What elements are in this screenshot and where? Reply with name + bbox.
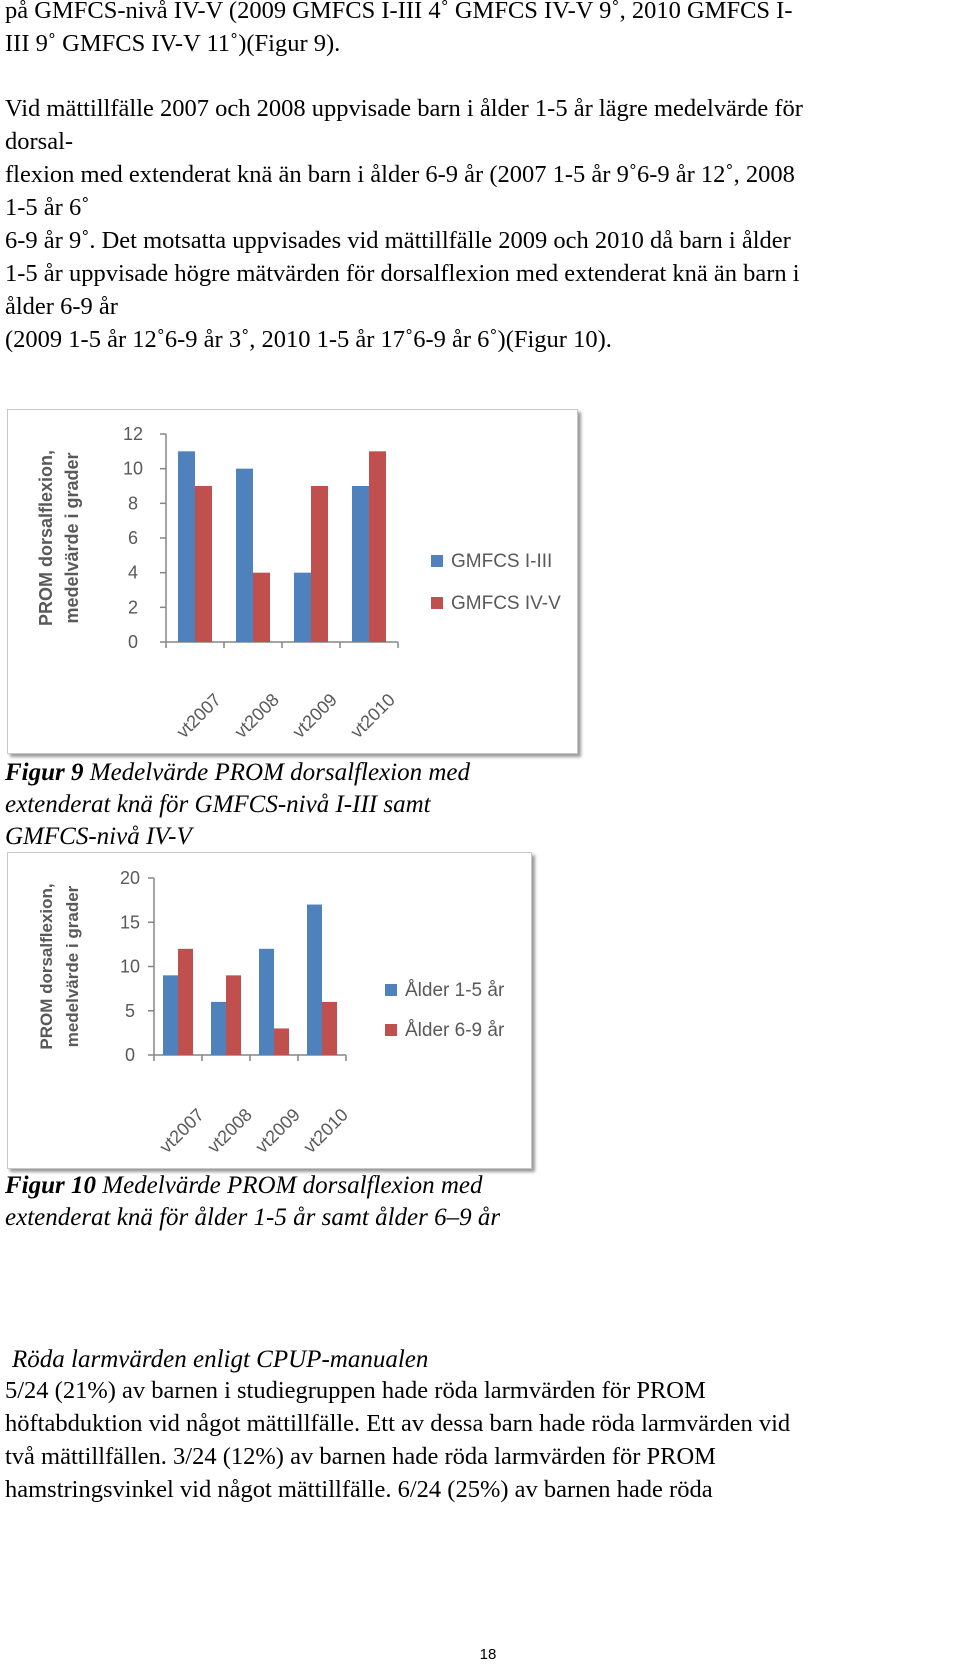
y-tick-label: 10 xyxy=(120,957,140,977)
caption-figure-10: Figur 10 Medelvärde PROM dorsalflexion m… xyxy=(5,1170,500,1234)
legend-swatch xyxy=(385,984,397,996)
bar-series1 xyxy=(307,904,322,1055)
legend-swatch xyxy=(385,1024,397,1036)
x-tick-label: vt2007 xyxy=(173,690,225,742)
y-axis-title: medelvärde i grader xyxy=(62,452,82,623)
text-line: flexion med extenderat knä än barn i åld… xyxy=(5,161,795,188)
bar-series1 xyxy=(236,468,253,642)
legend-label: GMFCS IV-V xyxy=(451,593,561,614)
text-line: 1-5 år uppvisade högre mätvärden för dor… xyxy=(5,260,800,287)
caption-line: extenderat knä för ålder 1-5 år samt åld… xyxy=(5,1204,501,1231)
x-tick-label: vt2008 xyxy=(231,690,283,742)
bar-series2 xyxy=(226,975,241,1055)
text-line: III 9˚ GMFCS IV-V 11˚)(Figur 9). xyxy=(5,30,341,57)
bar-series2 xyxy=(178,948,193,1055)
y-tick-label: 6 xyxy=(128,528,138,548)
legend-label: Ålder 6-9 år xyxy=(405,1020,505,1041)
x-tick-label: vt2010 xyxy=(347,690,399,742)
bar-series2 xyxy=(274,1028,289,1055)
paragraph-dorsalflexion: Vid mättillfälle 2007 och 2008 uppvisade… xyxy=(5,92,803,356)
y-axis-title: PROM dorsalflexion, xyxy=(36,450,56,626)
text-line: två mättillfällen. 3/24 (12%) av barnen … xyxy=(5,1443,716,1470)
bar-series1 xyxy=(211,1001,226,1055)
caption-line: extenderat knä för GMFCS-nivå I-III samt xyxy=(5,791,431,818)
text-line: Vid mättillfälle 2007 och 2008 uppvisade… xyxy=(5,95,803,122)
bar-series1 xyxy=(352,486,369,642)
text-line: (2009 1-5 år 12˚6-9 år 3˚, 2010 1-5 år 1… xyxy=(5,326,612,353)
text-line: 5/24 (21%) av barnen i studiegruppen had… xyxy=(5,1377,706,1404)
legend-swatch xyxy=(431,555,443,567)
caption-label: Figur 10 xyxy=(5,1172,97,1199)
caption-label: Figur 9 xyxy=(5,759,84,786)
bar-series2 xyxy=(311,486,328,642)
bar-series1 xyxy=(178,451,195,642)
chart-svg-figure-10: PROM dorsalflexion, medelvärde i grader 0 5… xyxy=(37,868,505,1157)
caption-figure-9: Figur 9 Medelvärde PROM dorsalflexion me… xyxy=(5,757,470,853)
x-tick-label: vt2010 xyxy=(300,1105,352,1157)
bar-series2 xyxy=(253,572,270,642)
y-tick-label: 15 xyxy=(120,912,140,932)
caption-text: Medelvärde PROM dorsalflexion med xyxy=(96,1172,483,1199)
y-axis-title: PROM dorsalflexion, xyxy=(37,883,56,1049)
bar-series2 xyxy=(195,486,212,642)
y-tick-label: 0 xyxy=(128,632,138,652)
y-tick-label: 0 xyxy=(125,1045,135,1065)
text-line: på GMFCS-nivå IV-V (2009 GMFCS I-III 4˚ … xyxy=(5,0,793,24)
text-line: höftabduktion vid något mättillfälle. Et… xyxy=(5,1410,791,1437)
bar-series1 xyxy=(163,975,178,1055)
legend-swatch xyxy=(431,597,443,609)
bar-series2 xyxy=(322,1001,337,1055)
y-tick-label: 2 xyxy=(128,597,138,617)
caption-line: Figur 9 Medelvärde PROM dorsalflexion me… xyxy=(5,757,470,789)
y-tick-label: 12 xyxy=(123,424,143,444)
y-axis-title: medelvärde i grader xyxy=(63,885,82,1047)
bar-series1 xyxy=(259,948,274,1055)
bar-series1 xyxy=(294,572,311,642)
y-tick-label: 8 xyxy=(128,493,138,513)
y-tick-label: 5 xyxy=(125,1001,135,1021)
text-line: dorsal- xyxy=(5,128,74,155)
text-line: 1-5 år 6˚ xyxy=(5,194,90,221)
paragraph-alarm-values: 5/24 (21%) av barnen i studiegruppen had… xyxy=(5,1374,790,1506)
x-tick-label: vt2008 xyxy=(204,1105,256,1157)
text-line: 6-9 år 9˚. Det motsatta uppvisades vid m… xyxy=(5,227,791,254)
legend-label: GMFCS I-III xyxy=(451,551,552,572)
y-tick-label: 10 xyxy=(123,459,143,479)
x-tick-label: vt2009 xyxy=(252,1105,304,1157)
chart-figure-9: PROM dorsalflexion, medelvärde i grader 0 2… xyxy=(7,409,578,754)
y-tick-label: 4 xyxy=(128,563,138,583)
caption-text: Medelvärde PROM dorsalflexion med xyxy=(83,759,470,786)
page-number: 18 xyxy=(479,1646,497,1663)
bar-series2 xyxy=(369,451,386,642)
caption-line: Figur 10 Medelvärde PROM dorsalflexion m… xyxy=(5,1170,500,1202)
section-heading: Röda larmvärden enligt CPUP-manualen xyxy=(12,1346,429,1373)
chart-figure-10: PROM dorsalflexion, medelvärde i grader 0 5… xyxy=(7,852,532,1169)
caption-line: GMFCS-nivå IV-V xyxy=(5,823,192,850)
legend-label: Ålder 1-5 år xyxy=(405,980,505,1001)
text-line: hamstringsvinkel vid något mättillfälle.… xyxy=(5,1476,713,1503)
chart-svg-figure-9: PROM dorsalflexion, medelvärde i grader 0 2… xyxy=(36,424,561,742)
x-tick-label: vt2007 xyxy=(156,1105,208,1157)
text-line: ålder 6-9 år xyxy=(5,293,118,320)
y-tick-label: 20 xyxy=(120,868,140,888)
x-tick-label: vt2009 xyxy=(289,690,341,742)
paragraph-top: på GMFCS-nivå IV-V (2009 GMFCS I-III 4˚ … xyxy=(5,0,792,60)
